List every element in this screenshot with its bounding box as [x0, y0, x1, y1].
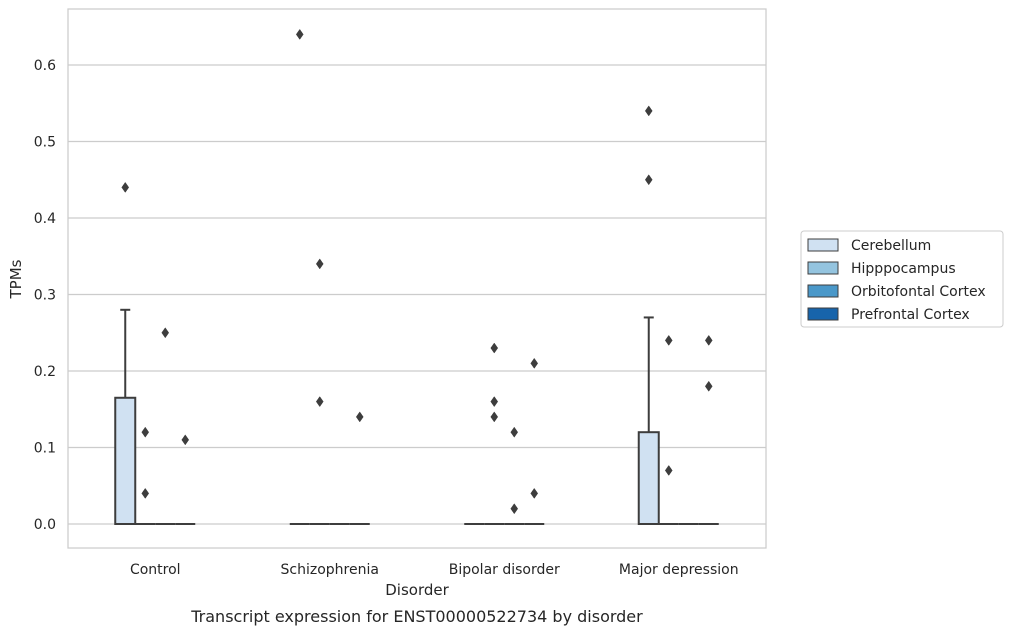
y-tick-label: 0.5	[34, 135, 56, 151]
outlier-point	[664, 465, 673, 476]
legend-swatch	[807, 307, 839, 321]
y-tick-label: 0.1	[34, 441, 56, 457]
outlier-point	[530, 357, 539, 369]
legend-label: Orbitofontal Cortex	[851, 284, 986, 300]
outlier-point	[704, 380, 713, 392]
outlier-point	[510, 503, 519, 515]
outlier-point	[295, 28, 304, 40]
outlier-point	[141, 487, 150, 499]
outlier-point	[181, 434, 190, 446]
legend-frame	[800, 230, 1004, 328]
legend: Cerebellum Hipppocampus Orbitofontal Corte…	[800, 230, 1004, 328]
y-tick-label: 0.0	[34, 517, 56, 533]
legend-label: Hipppocampus	[851, 261, 956, 277]
x-tick-label: Schizophrenia	[281, 562, 379, 578]
outlier-point	[644, 105, 653, 117]
box-body	[637, 431, 660, 526]
y-tick-label: 0.3	[34, 288, 56, 304]
plot-area-frame	[67, 8, 767, 549]
outlier-point	[141, 426, 150, 438]
x-tick-label: Bipolar disorder	[449, 562, 560, 578]
x-axis-title: Disorder	[385, 581, 449, 599]
outlier-point	[315, 396, 324, 408]
legend-swatch	[807, 284, 839, 298]
grid-lines	[68, 64, 766, 525]
outlier-point	[490, 342, 499, 354]
outlier-point	[161, 327, 170, 339]
box-cerebellum	[114, 308, 137, 525]
outlier-point	[490, 396, 499, 408]
outlier-point	[490, 411, 499, 423]
outlier-point	[664, 334, 673, 346]
legend-swatch	[807, 238, 839, 252]
legend-swatch	[807, 261, 839, 275]
legend-label: Cerebellum	[851, 238, 931, 254]
outliers	[121, 28, 713, 515]
box-body	[114, 396, 137, 525]
x-tick-label: Major depression	[619, 562, 739, 578]
box-cerebellum	[637, 316, 660, 526]
legend-label: Prefrontal Cortex	[851, 307, 970, 323]
y-axis-title: TPMs	[7, 259, 25, 299]
outlier-point	[510, 426, 519, 438]
x-axis-ticks: Control Schizophrenia Bipolar disorder Majo…	[130, 562, 739, 578]
outlier-point	[644, 174, 653, 186]
legend-items: Cerebellum Hipppocampus Orbitofontal Corte…	[807, 238, 986, 323]
y-tick-label: 0.6	[34, 58, 56, 74]
outlier-point	[530, 487, 539, 499]
y-axis-ticks: 0.0 0.1 0.2 0.3 0.4 0.5 0.6	[34, 58, 56, 533]
outlier-point	[315, 258, 324, 270]
chart-caption: Transcript expression for ENST0000052273…	[190, 607, 643, 626]
boxes	[114, 308, 719, 526]
y-tick-label: 0.2	[34, 364, 56, 380]
x-tick-label: Control	[130, 562, 181, 578]
outlier-point	[121, 181, 130, 193]
outlier-point	[704, 334, 713, 346]
outlier-point	[355, 411, 364, 423]
y-tick-label: 0.4	[34, 211, 56, 227]
